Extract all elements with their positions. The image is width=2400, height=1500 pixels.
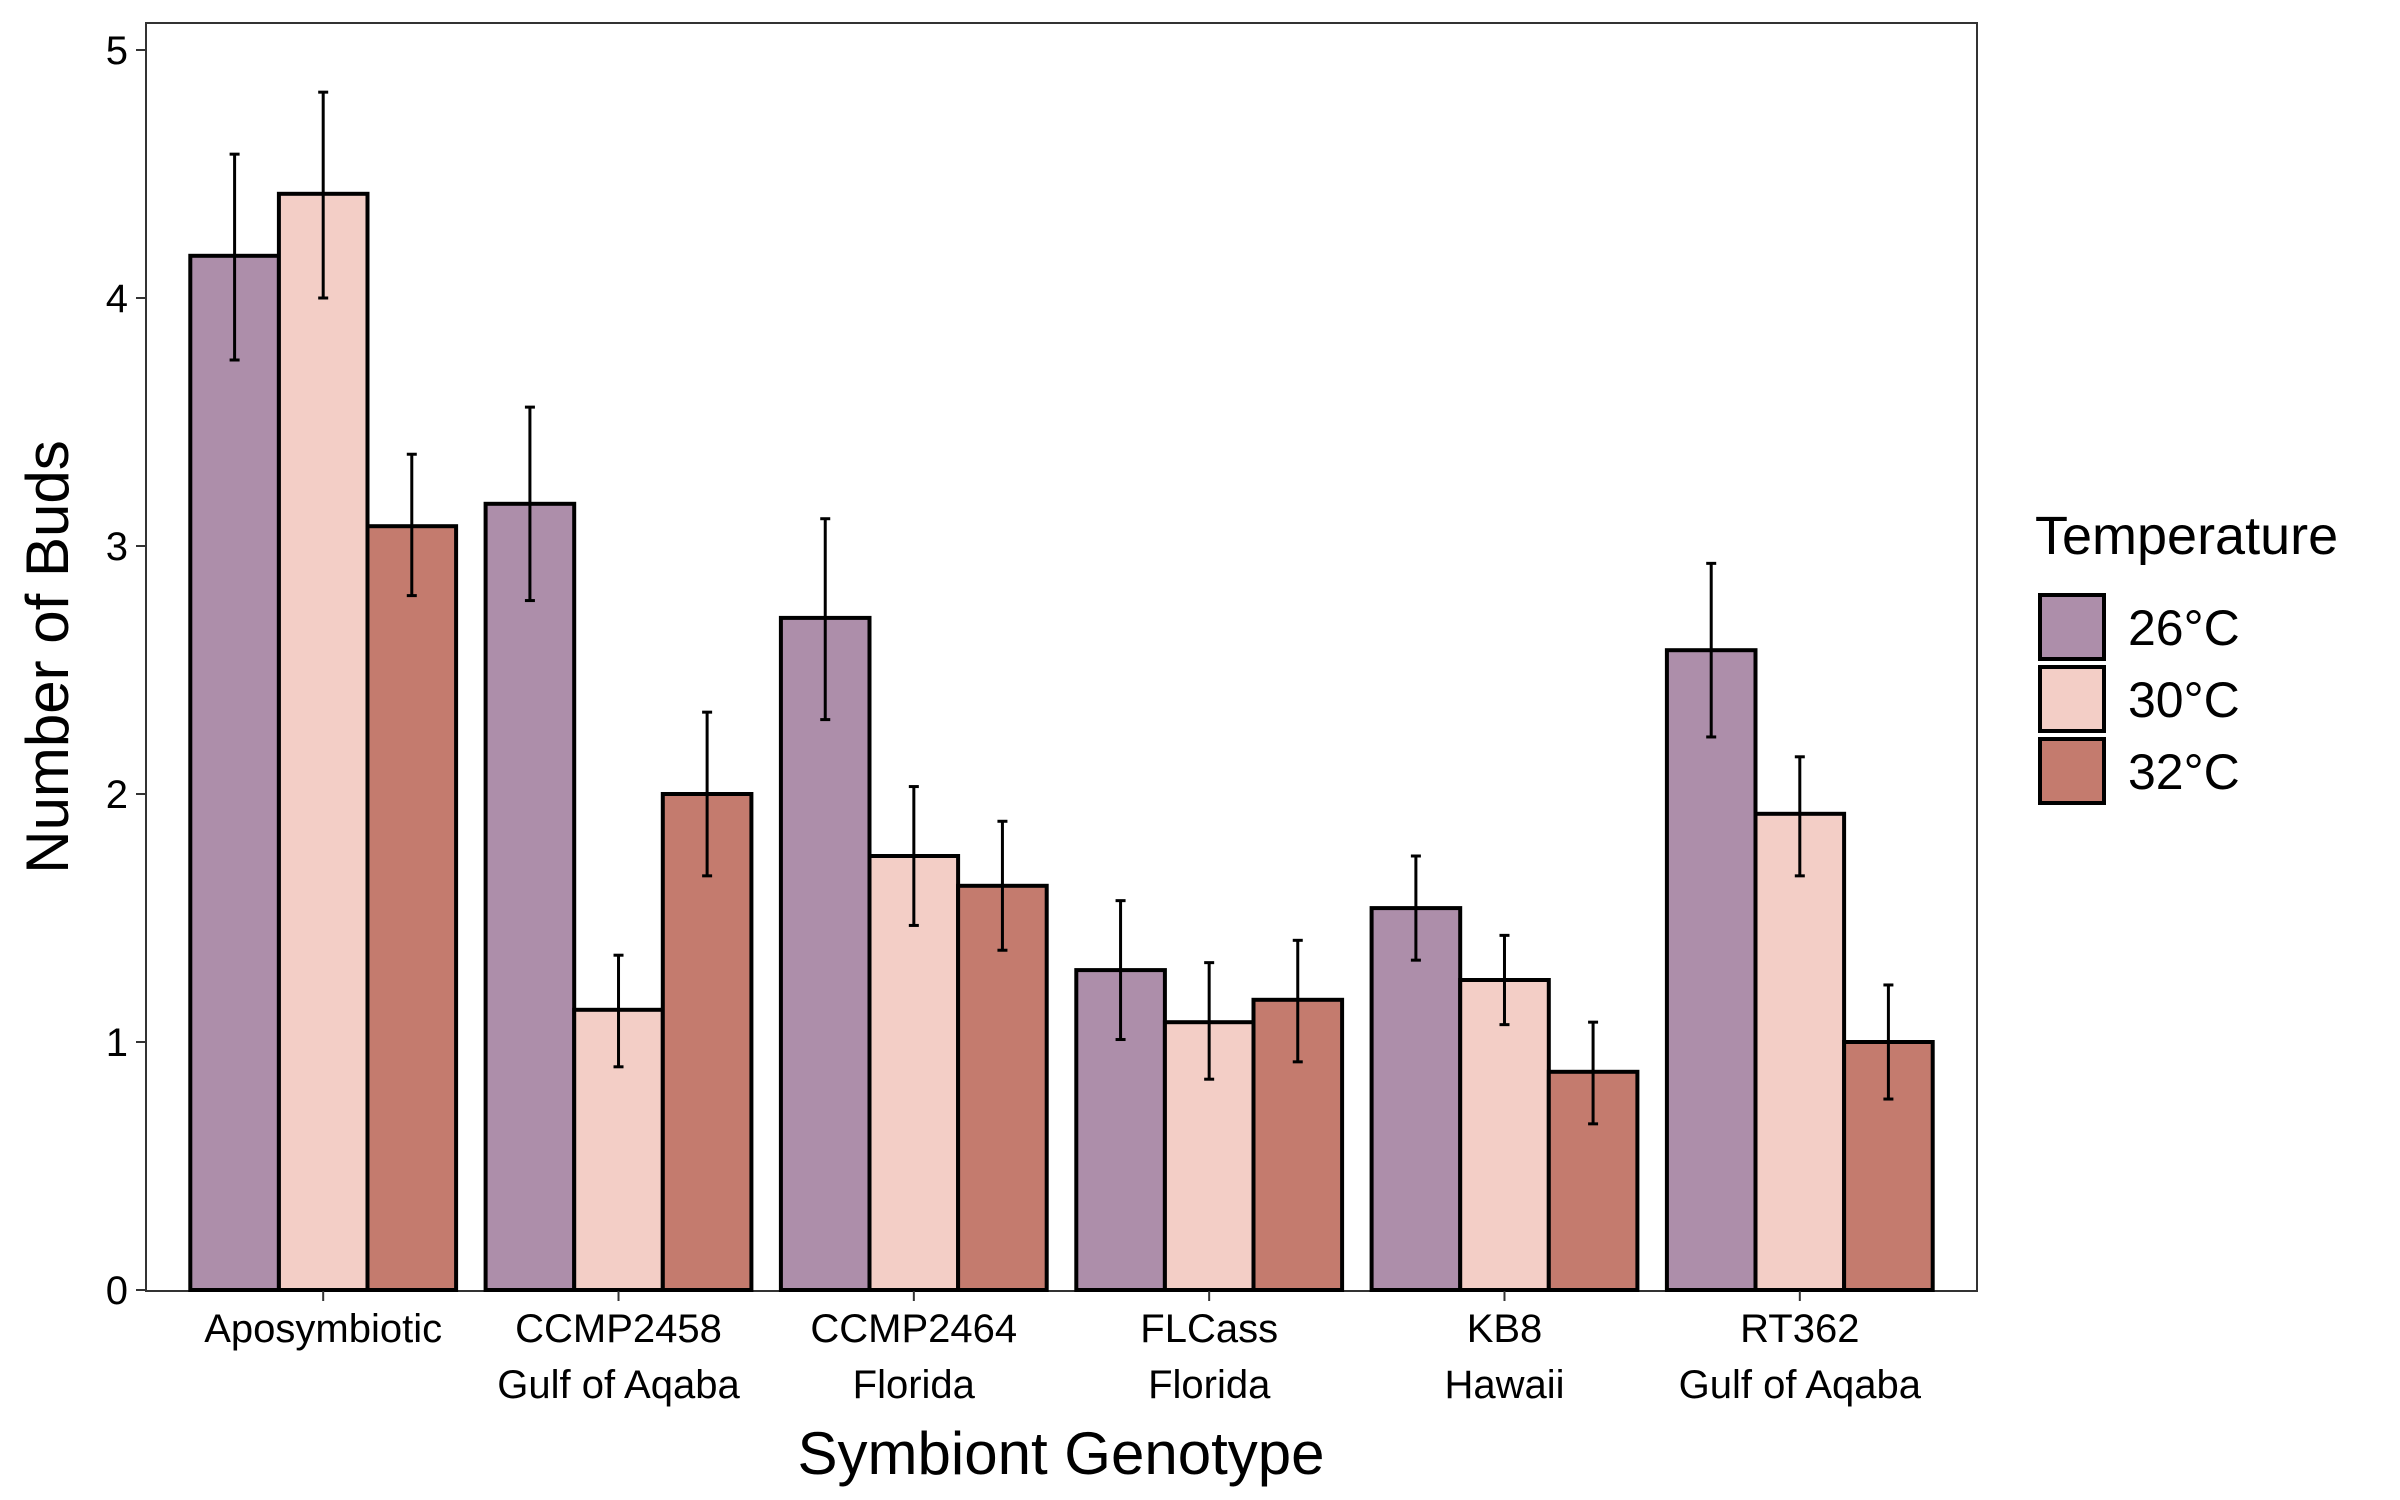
legend-label: 32°C	[2128, 744, 2240, 800]
error-bar	[1706, 561, 1717, 739]
bar	[1369, 906, 1463, 1292]
legend-key	[2038, 665, 2106, 733]
legend-label: 30°C	[2128, 672, 2240, 728]
legend-key	[2038, 593, 2106, 661]
legend: Temperature 26°C 30°C 32°C	[2035, 506, 2338, 805]
error-bar	[1588, 1020, 1599, 1126]
bar	[365, 524, 459, 1292]
error-bar	[524, 405, 535, 603]
x-tick-label: Hawaii	[1444, 1363, 1564, 1407]
x-tick-label: Florida	[853, 1363, 976, 1407]
bar	[1753, 811, 1847, 1292]
error-bar	[820, 517, 831, 722]
x-axis: Aposymbiotic CCMP2458 Gulf of Aqaba CCMP246…	[204, 1291, 1922, 1407]
error-bar	[908, 785, 919, 927]
x-tick-label: Aposymbiotic	[204, 1307, 442, 1351]
legend-title: Temperature	[2035, 506, 2338, 566]
bar	[778, 615, 872, 1292]
y-tick-label: 2	[106, 773, 128, 817]
y-tick-label: 3	[106, 525, 128, 569]
error-bar	[997, 819, 1008, 952]
bar	[956, 883, 1049, 1292]
error-bar	[1410, 854, 1421, 962]
y-tick-label: 4	[106, 277, 128, 321]
bar	[1251, 997, 1345, 1292]
x-tick-label: Gulf of Aqaba	[1679, 1363, 1922, 1407]
error-bar	[1115, 899, 1126, 1042]
bar	[1458, 978, 1551, 1292]
error-bar	[1204, 961, 1215, 1081]
x-tick-label: Gulf of Aqaba	[497, 1363, 740, 1407]
error-bar	[1292, 938, 1303, 1064]
y-tick-label: 5	[106, 29, 128, 73]
y-axis-title: Number of Buds	[14, 440, 81, 874]
error-bar	[1883, 983, 1894, 1101]
y-tick-label: 1	[106, 1021, 128, 1065]
error-bar	[1794, 755, 1805, 878]
y-tick-label: 0	[106, 1269, 128, 1313]
error-bar	[229, 152, 240, 362]
error-bar	[702, 710, 713, 878]
legend-key	[2038, 737, 2106, 805]
y-axis: 0 1 2 3 4 5	[106, 29, 146, 1313]
error-bars-layer	[229, 90, 1894, 1126]
x-tick-label: CCMP2458	[515, 1307, 722, 1351]
bar	[276, 191, 370, 1292]
error-bar	[1499, 933, 1510, 1027]
legend-label: 26°C	[2128, 600, 2240, 656]
bar	[1664, 648, 1758, 1292]
error-bar	[318, 90, 329, 300]
bar	[188, 253, 281, 1292]
x-axis-title: Symbiont Genotype	[798, 1420, 1325, 1487]
bar	[867, 854, 961, 1292]
x-tick-label: RT362	[1740, 1307, 1859, 1351]
x-tick-label: KB8	[1467, 1307, 1543, 1351]
bar	[483, 501, 577, 1292]
x-tick-label: CCMP2464	[810, 1307, 1017, 1351]
error-bar	[613, 953, 624, 1069]
error-bar	[406, 452, 417, 598]
x-tick-label: Florida	[1148, 1363, 1271, 1407]
x-tick-label: FLCass	[1140, 1307, 1278, 1351]
